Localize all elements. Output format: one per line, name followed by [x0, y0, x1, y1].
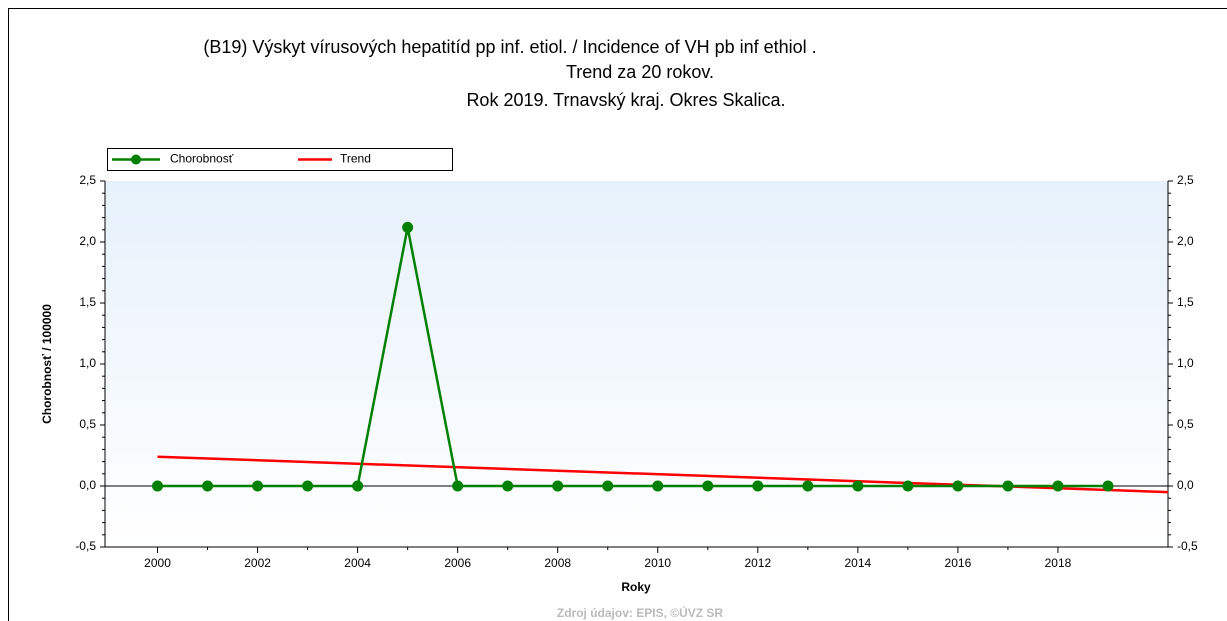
y-tick-label: -0,5 [75, 539, 96, 553]
x-tick-label: 2000 [144, 556, 171, 570]
source: Zdroj údajov: EPIS, ©ÚVZ SR [557, 605, 724, 620]
marker [152, 480, 164, 492]
y2-tick-label: -0,5 [1177, 539, 1198, 553]
x-tick-label: 2016 [945, 556, 972, 570]
marker [702, 480, 714, 492]
y2-tick-label: 2,0 [1177, 234, 1194, 248]
marker [1102, 480, 1114, 492]
x-tick-label: 2004 [344, 556, 371, 570]
x-tick-label: 2012 [744, 556, 771, 570]
marker [802, 480, 814, 492]
marker [302, 480, 314, 492]
y2-tick-label: 2,5 [1177, 173, 1194, 187]
legend-marker [131, 154, 141, 165]
line [157, 227, 1108, 488]
marker [1002, 480, 1014, 492]
y2-tick-label: 0,0 [1177, 478, 1194, 492]
x-tick-label: 2008 [544, 556, 571, 570]
marker [752, 480, 764, 492]
chart-title: Trend za 20 rokov. [566, 62, 714, 82]
frame [8, 8, 1227, 621]
marker [902, 480, 914, 492]
marker [652, 480, 664, 492]
x-tick-label: 2006 [444, 556, 471, 570]
x-tick-label: 2018 [1045, 556, 1072, 570]
y-tick-label: 1,5 [79, 295, 96, 309]
y-tick-label: 1,0 [79, 356, 96, 370]
y-tick-label: 0,5 [79, 417, 96, 431]
marker [952, 480, 964, 492]
marker [452, 480, 464, 492]
marker [252, 480, 264, 492]
x-tick-label: 2002 [244, 556, 271, 570]
marker [552, 480, 564, 492]
marker [502, 480, 514, 492]
y2-tick-label: 1,5 [1177, 295, 1194, 309]
legend [107, 148, 453, 171]
marker [202, 480, 214, 492]
legend-label: Trend [340, 152, 371, 166]
marker [1052, 480, 1064, 492]
x-tick-label: 2010 [644, 556, 671, 570]
chart-title: (B19) Výskyt vírusových hepatitíd pp inf… [203, 37, 816, 57]
marker [352, 480, 364, 492]
x-tick-label: 2014 [845, 556, 872, 570]
y2-tick-label: 0,5 [1177, 417, 1194, 431]
marker [602, 480, 614, 492]
marker [852, 480, 864, 492]
y-tick-label: 2,0 [79, 234, 96, 248]
y-tick-label: 2,5 [79, 173, 96, 187]
y-tick-label: 0,0 [79, 478, 96, 492]
legend-label: Chorobnosť [170, 152, 234, 166]
chart-title: Rok 2019. Trnavský kraj. Okres Skalica. [466, 90, 785, 110]
plot-area [105, 181, 1168, 547]
y-axis-label: Chorobnosť / 100000 [40, 304, 54, 424]
y2-tick-label: 1,0 [1177, 356, 1194, 370]
x-axis-label: Roky [621, 580, 651, 594]
marker [402, 221, 414, 233]
